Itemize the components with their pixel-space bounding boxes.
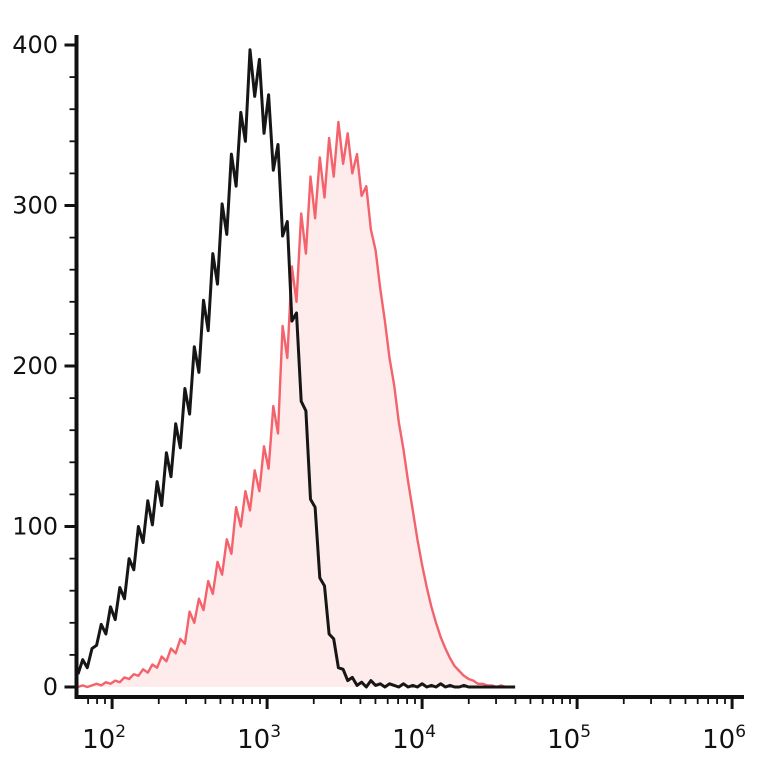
y-tick-label: 100 [12,513,58,541]
y-tick-label: 300 [12,192,58,220]
y-tick-label: 400 [12,31,58,59]
series-layer [76,48,516,689]
x-tick-label: 106 [702,722,746,755]
y-axis: 0 100 200 300 400 [12,31,79,701]
series-stained-sample-fill [78,122,516,687]
series-unstained-control-outline [76,48,516,689]
y-tick-label: 0 [43,673,58,701]
x-tick-label: 105 [547,722,591,755]
x-tick-label: 102 [82,722,126,755]
y-tick-label: 200 [12,352,58,380]
x-tick-label: 103 [237,722,281,755]
x-axis: 102 103 104 105 106 [76,695,746,755]
x-tick-label: 104 [392,722,436,755]
series-stained-sample-outline [77,120,516,689]
